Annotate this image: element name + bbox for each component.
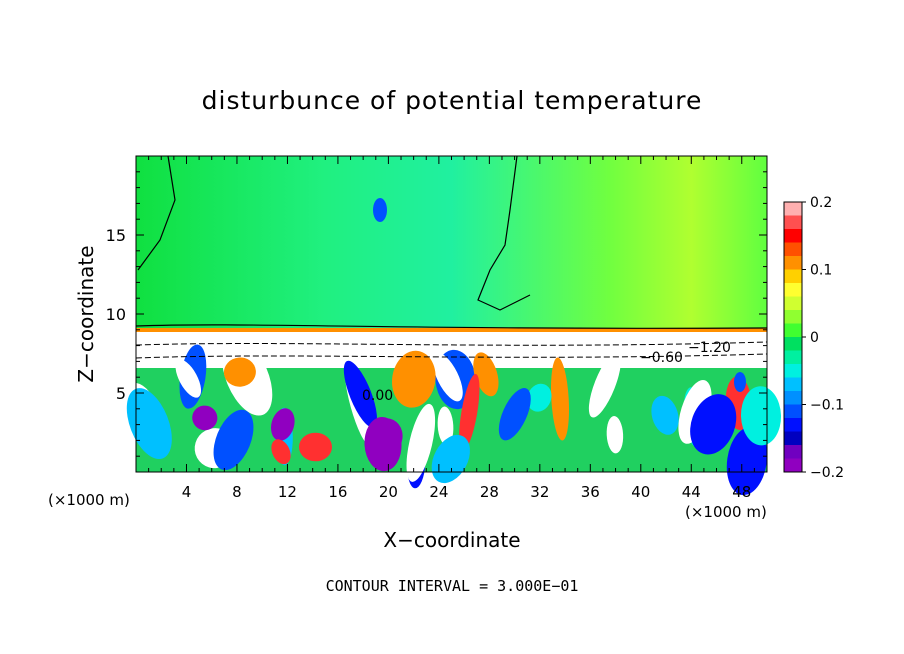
contour-label-zero: 0.00 bbox=[362, 388, 393, 404]
field-cell bbox=[459, 374, 480, 451]
field-cell bbox=[299, 432, 332, 462]
field-cell bbox=[373, 198, 387, 222]
contour-label-neg060: −0.60 bbox=[640, 350, 683, 366]
contour-line bbox=[137, 155, 176, 271]
x-tick-label: 16 bbox=[328, 483, 347, 501]
field-cell bbox=[651, 395, 679, 435]
field-cell bbox=[473, 352, 499, 397]
field-cell bbox=[406, 403, 436, 482]
field-cell bbox=[498, 388, 531, 441]
colorbar-tick-label: −0.1 bbox=[810, 398, 844, 414]
x-axis: 4 8 12 16 20 24 28 32 36 40 44 48 bbox=[148, 156, 755, 501]
colorbar-tick-label: 0 bbox=[810, 330, 819, 346]
y-tick-label: 5 bbox=[116, 384, 126, 403]
field-cell bbox=[431, 434, 470, 484]
colorbar-swatch bbox=[784, 458, 802, 473]
x-tick-label: 12 bbox=[278, 483, 297, 501]
colorbar-swatch bbox=[784, 337, 802, 351]
contour-line bbox=[135, 353, 768, 359]
x-tick-label: 20 bbox=[379, 483, 398, 501]
field-cell bbox=[175, 359, 202, 398]
colorbar-swatch bbox=[784, 269, 802, 284]
colorbar-tick-label: −0.2 bbox=[810, 465, 844, 481]
field-cell bbox=[606, 416, 624, 454]
colorbar: 0.2 0.1 0 −0.1 −0.2 bbox=[783, 195, 844, 481]
field-cell bbox=[364, 417, 402, 472]
y-axis: 5 10 15 bbox=[106, 171, 767, 457]
field-cell bbox=[740, 386, 782, 446]
field-cell bbox=[343, 360, 377, 428]
colorbar-swatch bbox=[784, 445, 802, 459]
colorbar-swatch bbox=[784, 404, 802, 419]
x-tick-label: 48 bbox=[732, 483, 751, 501]
contour-label-neg120: −1.20 bbox=[688, 340, 731, 356]
field-cell bbox=[270, 408, 295, 441]
chart-title: disturbunce of potential temperature bbox=[201, 86, 703, 115]
field-cell bbox=[192, 405, 218, 431]
field-cell bbox=[437, 406, 454, 446]
colorbar-swatch bbox=[784, 215, 802, 230]
field-cell bbox=[588, 351, 621, 418]
colorbar-swatch bbox=[784, 431, 802, 446]
x-tick-label: 8 bbox=[232, 483, 242, 501]
x-tick-label: 4 bbox=[182, 483, 192, 501]
colorbar-swatch bbox=[784, 323, 802, 338]
colorbar-tick-label: 0.2 bbox=[810, 195, 832, 211]
contour-line bbox=[135, 324, 768, 329]
x-tick-label: 40 bbox=[631, 483, 650, 501]
x-unit-right: (×1000 m) bbox=[685, 503, 767, 521]
field-cell bbox=[690, 394, 737, 455]
contour-interval-note: CONTOUR INTERVAL = 3.000E−01 bbox=[325, 577, 579, 595]
colorbar-swatch bbox=[784, 310, 802, 324]
colorbar-swatch bbox=[784, 283, 802, 297]
x-axis-label: X−coordinate bbox=[383, 528, 520, 552]
field-cell bbox=[734, 372, 746, 392]
x-tick-label: 28 bbox=[480, 483, 499, 501]
field-cell bbox=[527, 383, 552, 412]
colorbar-tick-label: 0.1 bbox=[810, 263, 832, 279]
field-cell bbox=[391, 350, 436, 408]
field-cell bbox=[213, 409, 254, 471]
x-tick-label: 32 bbox=[530, 483, 549, 501]
contour-line bbox=[135, 341, 768, 346]
colorbar-swatch bbox=[784, 377, 802, 392]
colorbar-swatch bbox=[784, 296, 802, 311]
field-cell bbox=[550, 357, 570, 441]
colorbar-swatch bbox=[784, 242, 802, 257]
x-tick-label: 44 bbox=[682, 483, 701, 501]
potential-temperature-field bbox=[122, 155, 782, 496]
colorbar-swatch bbox=[784, 364, 802, 378]
colorbar-swatch bbox=[784, 418, 802, 432]
colorbar-swatch bbox=[784, 391, 802, 405]
x-tick-label: 36 bbox=[581, 483, 600, 501]
colorbar-swatch bbox=[784, 202, 802, 216]
field-cell bbox=[432, 352, 463, 402]
colorbar-swatch bbox=[784, 256, 802, 270]
colorbar-swatch bbox=[784, 350, 802, 365]
field-cell bbox=[223, 357, 256, 387]
contour-line bbox=[477, 155, 531, 311]
field-cell bbox=[271, 439, 291, 465]
y-tick-label: 10 bbox=[106, 305, 126, 324]
x-unit-left: (×1000 m) bbox=[48, 491, 130, 509]
colorbar-swatch bbox=[784, 229, 802, 243]
x-tick-label: 24 bbox=[429, 483, 448, 501]
y-tick-label: 15 bbox=[106, 226, 126, 245]
y-axis-label: Z−coordinate bbox=[74, 245, 98, 382]
field-cell bbox=[126, 388, 172, 460]
